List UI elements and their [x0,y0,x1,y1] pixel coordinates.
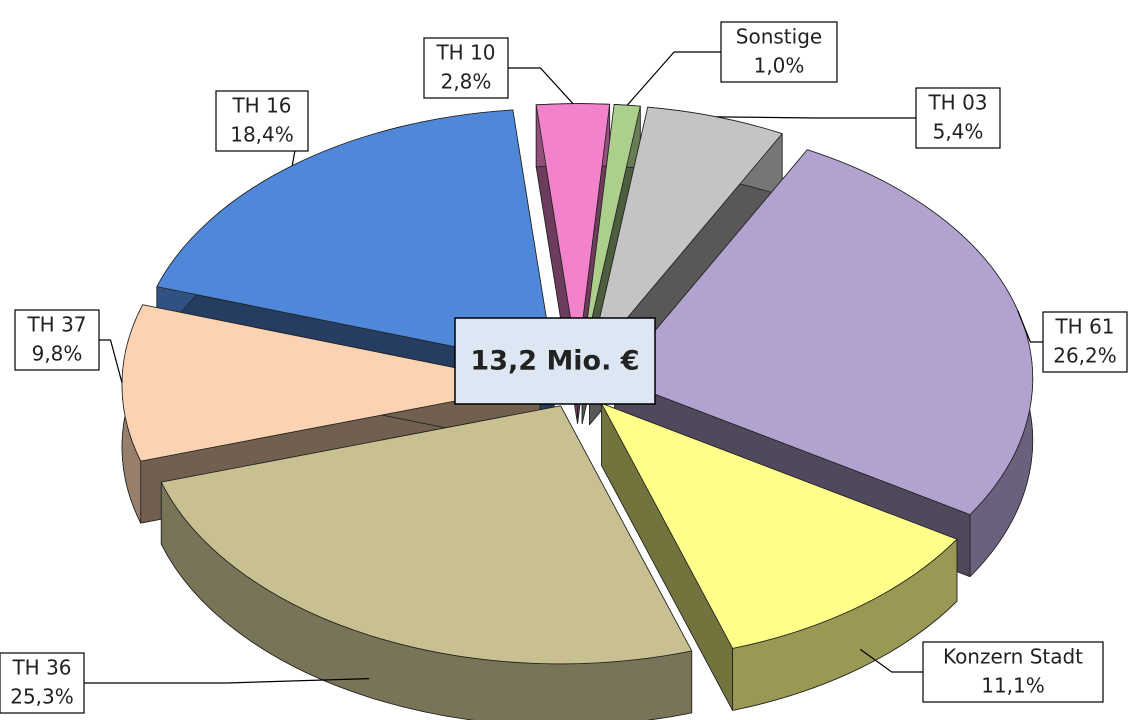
leader-line [716,116,916,119]
slice-label: Sonstige [736,25,822,49]
leader-line [1017,310,1043,343]
slice [535,103,611,424]
slice-top [156,109,555,368]
label-box [1042,311,1128,373]
leader-line [99,339,123,383]
leader-line [508,67,574,104]
label-box [922,641,1104,703]
slice-value-label: 9,8% [32,342,83,366]
slice-top [614,149,1034,515]
label-box [215,90,309,152]
slice-value-label: 2,8% [441,70,492,94]
leader-line [860,648,923,673]
leader-line [626,51,721,106]
slice-value-label: 11,1% [981,674,1045,698]
label-box [14,309,100,371]
slice-label: TH 36 [11,656,71,680]
leader-line [84,677,370,684]
label-box [915,87,1001,149]
slice-label: Konzern Stadt [943,645,1083,669]
slice-top [121,304,541,462]
slice-label: TH 03 [927,91,987,115]
slice-top [589,106,783,364]
slice-value-label: 18,4% [230,123,294,147]
slice-value-label: 5,4% [933,120,984,144]
label-box [0,652,85,714]
slice-top [601,403,958,649]
slice-top [160,405,693,665]
center-box [454,317,656,405]
slice-value-label: 25,3% [10,685,74,709]
slice-value-label: 26,2% [1053,344,1117,368]
slice [160,405,693,720]
center-label: 13,2 Mio. € [470,346,639,377]
slice-label: TH 37 [26,313,86,337]
slice-top [535,103,611,362]
slice-label: TH 61 [1054,315,1114,339]
labels: TH 03 5,4% TH 61 26,2% Konzern Stadt 11,1% TH … [0,21,1128,714]
label-box [423,37,509,99]
label-box [720,21,838,83]
slice-label: TH 10 [435,41,495,65]
slice-value-label: 1,0% [754,54,805,78]
slice [601,403,958,711]
pie [121,103,1034,720]
slice-label: TH 16 [231,94,291,118]
